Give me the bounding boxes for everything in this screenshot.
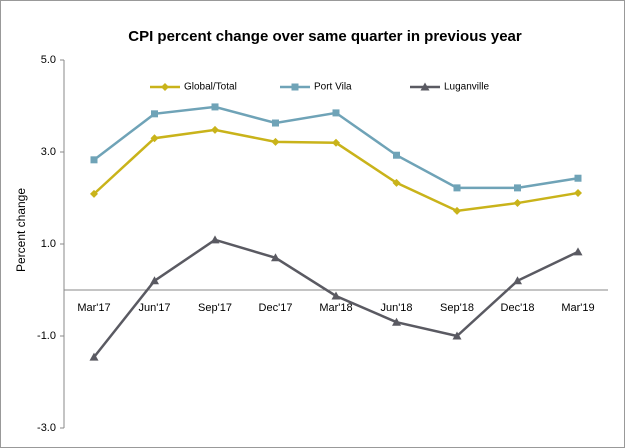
marker xyxy=(211,125,219,134)
marker xyxy=(150,134,159,143)
legend-marker xyxy=(291,83,299,91)
y-tick-label: 5.0 xyxy=(41,54,56,66)
marker xyxy=(392,317,401,326)
marker xyxy=(574,174,582,182)
legend-label: Port Vila xyxy=(314,82,352,93)
marker xyxy=(393,151,400,159)
legend-label: Global/Total xyxy=(184,82,237,93)
marker xyxy=(573,247,583,256)
y-tick-label: 1.0 xyxy=(41,238,56,250)
marker xyxy=(332,109,340,117)
x-tick-label: Mar'17 xyxy=(77,302,110,314)
marker xyxy=(90,156,98,164)
marker xyxy=(332,138,340,147)
marker xyxy=(211,103,219,111)
marker xyxy=(452,331,462,340)
x-tick-label: Sep'17 xyxy=(198,302,232,314)
marker xyxy=(513,276,522,285)
marker xyxy=(514,184,521,192)
x-tick-label: Dec'18 xyxy=(501,302,535,314)
x-tick-label: Jun'17 xyxy=(138,302,170,314)
marker xyxy=(453,184,461,192)
marker xyxy=(331,291,341,300)
x-tick-label: Dec'17 xyxy=(259,302,293,314)
marker xyxy=(513,199,522,208)
x-tick-label: Jun'18 xyxy=(380,302,412,314)
marker xyxy=(272,119,279,127)
marker xyxy=(574,188,582,197)
marker xyxy=(392,178,401,187)
marker xyxy=(210,235,220,244)
marker xyxy=(90,189,98,198)
y-tick-label: -1.0 xyxy=(37,330,56,342)
marker xyxy=(271,253,280,262)
x-tick-label: Mar'19 xyxy=(561,302,594,314)
marker xyxy=(151,110,158,118)
legend-label: Luganville xyxy=(444,82,489,93)
marker xyxy=(89,352,99,361)
marker xyxy=(453,206,461,215)
y-tick-label: -3.0 xyxy=(37,422,56,434)
y-tick-label: 3.0 xyxy=(41,146,56,158)
x-tick-label: Sep'18 xyxy=(440,302,474,314)
chart-title: CPI percent change over same quarter in … xyxy=(128,28,522,45)
legend-marker xyxy=(161,83,169,91)
legend-marker xyxy=(420,82,430,91)
marker xyxy=(271,137,280,146)
y-axis-label: Percent change xyxy=(14,188,28,272)
x-tick-label: Mar'18 xyxy=(319,302,352,314)
marker xyxy=(150,276,159,285)
